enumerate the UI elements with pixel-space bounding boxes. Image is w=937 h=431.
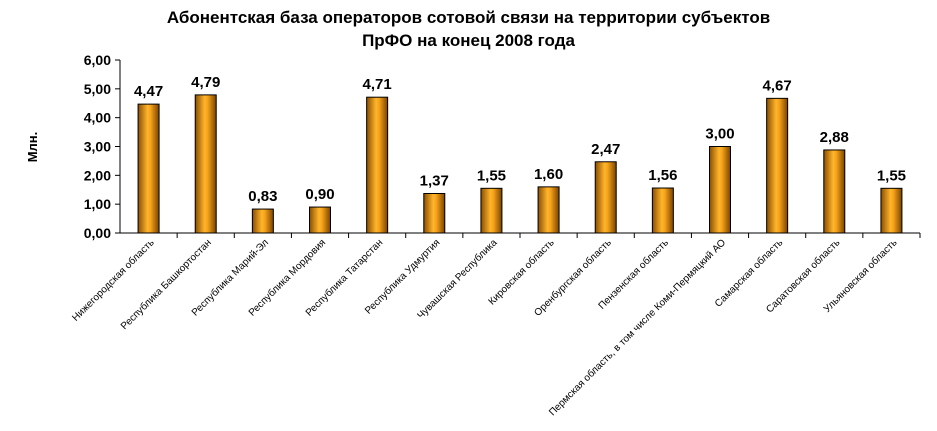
chart-title-line-2: ПрФО на конец 2008 года xyxy=(362,31,575,50)
x-tick-label: Республика Башкортостан xyxy=(118,237,214,333)
bar xyxy=(251,208,274,234)
y-tick-label: 5,00 xyxy=(84,81,111,97)
y-tick-label: 4,00 xyxy=(84,110,111,126)
data-label: 4,71 xyxy=(363,76,392,93)
data-label: 1,55 xyxy=(877,167,906,184)
y-tick-label: 3,00 xyxy=(84,139,111,155)
bar xyxy=(366,96,389,234)
bar xyxy=(766,97,789,234)
bar xyxy=(194,94,217,234)
bar xyxy=(309,206,331,234)
y-tick-label: 2,00 xyxy=(84,167,111,183)
data-label: 3,00 xyxy=(705,126,734,143)
y-tick-label: 0,00 xyxy=(84,225,111,241)
bar xyxy=(594,161,617,234)
bar xyxy=(823,149,846,234)
bar xyxy=(137,103,160,234)
data-label: 1,56 xyxy=(648,167,677,184)
y-tick-label: 6,00 xyxy=(84,52,111,68)
bar xyxy=(537,186,560,234)
y-axis-label: Млн. xyxy=(25,132,40,163)
bar xyxy=(709,146,731,234)
bar xyxy=(880,187,903,234)
chart-title: Абонентская база операторов сотовой связ… xyxy=(0,6,937,52)
data-label: 2,47 xyxy=(591,141,620,158)
chart-title-line-1: Абонентская база операторов сотовой связ… xyxy=(166,8,771,27)
data-label: 4,47 xyxy=(134,83,163,100)
bar xyxy=(651,187,674,234)
bar xyxy=(423,192,446,234)
y-tick-label: 1,00 xyxy=(84,196,111,212)
data-label: 0,83 xyxy=(248,188,277,205)
data-label: 2,88 xyxy=(820,129,849,146)
data-label: 4,79 xyxy=(191,74,220,91)
data-label: 1,37 xyxy=(420,172,449,189)
data-label: 4,67 xyxy=(763,77,792,94)
data-label: 0,90 xyxy=(305,186,334,203)
bar xyxy=(480,187,503,234)
data-label: 1,55 xyxy=(477,167,506,184)
data-label: 1,60 xyxy=(534,166,563,183)
